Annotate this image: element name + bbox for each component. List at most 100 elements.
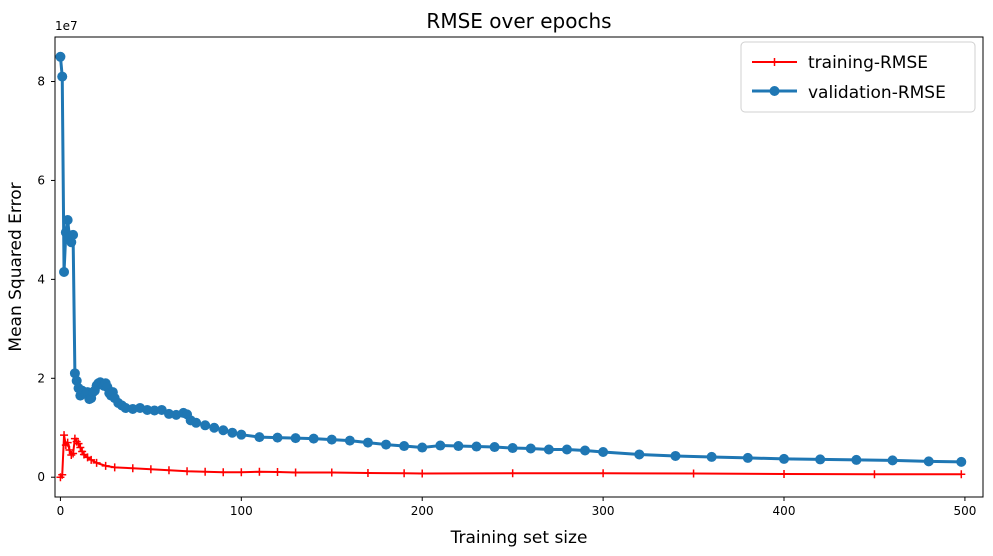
validation-rmse-point: [453, 441, 464, 452]
x-tick-label: 400: [773, 504, 796, 518]
training-rmse-point: [508, 469, 517, 478]
validation-rmse-point: [290, 433, 301, 444]
x-tick-label: 100: [230, 504, 253, 518]
training-rmse-point: [65, 446, 74, 455]
validation-rmse-point: [62, 215, 73, 226]
training-rmse-point: [76, 443, 85, 452]
y-axis: 0 2 4 6 8: [37, 75, 55, 484]
validation-rmse-point: [435, 440, 446, 451]
validation-rmse-point: [815, 454, 826, 465]
y-axis-label: Mean Squared Error: [6, 182, 26, 351]
training-rmse-point: [164, 466, 173, 475]
training-rmse-point: [146, 465, 155, 474]
training-rmse-point: [400, 469, 409, 478]
validation-rmse-point: [543, 444, 554, 455]
validation-rmse-point: [471, 441, 482, 452]
validation-rmse-point: [923, 456, 934, 467]
validation-rmse-point: [489, 442, 500, 453]
validation-rmse-point: [344, 435, 355, 446]
x-tick-label: 0: [57, 504, 65, 518]
training-rmse-point: [128, 464, 137, 473]
training-rmse-point: [291, 468, 300, 477]
validation-rmse-point: [254, 432, 265, 443]
legend-validation-marker: [769, 86, 780, 96]
x-tick-label: 300: [592, 504, 615, 518]
validation-rmse-point: [399, 441, 410, 452]
validation-rmse-point: [149, 405, 160, 416]
training-rmse-point: [74, 439, 83, 448]
validation-rmse-point: [191, 417, 202, 428]
training-rmse-point: [67, 450, 76, 459]
training-rmse-point: [219, 468, 228, 477]
legend-validation-label: validation-RMSE: [808, 83, 946, 103]
validation-rmse-point: [561, 444, 572, 455]
validation-rmse-point: [706, 451, 717, 462]
legend-training-label: training-RMSE: [808, 53, 928, 73]
validation-rmse-point: [525, 443, 536, 454]
validation-rmse-point: [362, 437, 373, 448]
training-rmse-point: [237, 468, 246, 477]
validation-rmse-point: [209, 422, 220, 433]
y-tick-label: 4: [37, 272, 45, 286]
validation-rmse-point: [142, 404, 153, 415]
training-rmse-point: [60, 431, 69, 440]
y-tick-label: 6: [37, 173, 45, 187]
validation-rmse-point: [580, 445, 591, 456]
y-scale-label: 1e7: [55, 19, 78, 33]
training-rmse-point: [69, 449, 78, 458]
x-axis-label: Training set size: [450, 528, 588, 548]
x-axis: 0 100 200 300 400 500: [57, 497, 976, 518]
training-rmse-point: [87, 455, 96, 464]
y-tick-label: 8: [37, 75, 45, 89]
y-tick-label: 0: [37, 470, 45, 484]
training-rmse-point: [689, 469, 698, 478]
training-rmse-point: [599, 469, 608, 478]
training-rmse-point: [110, 463, 119, 472]
training-rmse-point: [255, 467, 264, 476]
validation-rmse-point: [956, 456, 967, 467]
validation-rmse-point: [236, 429, 247, 440]
training-rmse-point: [363, 469, 372, 478]
legend-training-marker: [770, 58, 779, 66]
training-rmse-point: [101, 461, 110, 470]
validation-rmse-point: [417, 442, 428, 453]
training-rmse-line: [59, 434, 962, 478]
training-rmse-point: [183, 467, 192, 476]
training-rmse-point: [870, 470, 879, 479]
validation-rmse-point: [851, 454, 862, 465]
validation-rmse-point: [218, 425, 229, 436]
training-rmse-point: [327, 468, 336, 477]
validation-rmse-point: [598, 446, 609, 457]
training-rmse-point: [780, 470, 789, 478]
legend-box: [740, 41, 976, 113]
validation-rmse-point: [779, 453, 790, 464]
legend: training-RMSE validation-RMSE: [740, 41, 976, 113]
validation-rmse-point: [57, 71, 68, 82]
validation-rmse-point: [670, 450, 681, 461]
series-layer: [55, 51, 967, 482]
training-rmse-point: [58, 470, 67, 479]
training-rmse-point: [418, 469, 427, 478]
training-rmse-point: [63, 438, 72, 447]
validation-rmse-point: [887, 455, 898, 466]
validation-rmse-point: [308, 433, 319, 444]
validation-rmse-point: [59, 266, 70, 277]
training-rmse-point: [92, 458, 101, 467]
training-rmse-point: [273, 468, 282, 477]
validation-rmse-point: [200, 420, 211, 431]
x-tick-label: 200: [411, 504, 434, 518]
training-rmse-point: [957, 470, 966, 479]
validation-rmse-point: [326, 434, 337, 445]
validation-rmse-point: [742, 452, 753, 463]
validation-rmse-point: [507, 443, 518, 454]
y-tick-label: 2: [37, 371, 45, 385]
chart-title: RMSE over epochs: [426, 9, 611, 33]
validation-rmse-point: [55, 51, 66, 62]
x-tick-label: 500: [953, 504, 976, 518]
validation-rmse-point: [272, 432, 283, 443]
training-rmse-point: [201, 467, 210, 476]
validation-rmse-point: [227, 427, 238, 438]
validation-rmse-point: [634, 449, 645, 460]
validation-rmse-point: [381, 439, 392, 450]
validation-rmse-line: [58, 56, 962, 464]
